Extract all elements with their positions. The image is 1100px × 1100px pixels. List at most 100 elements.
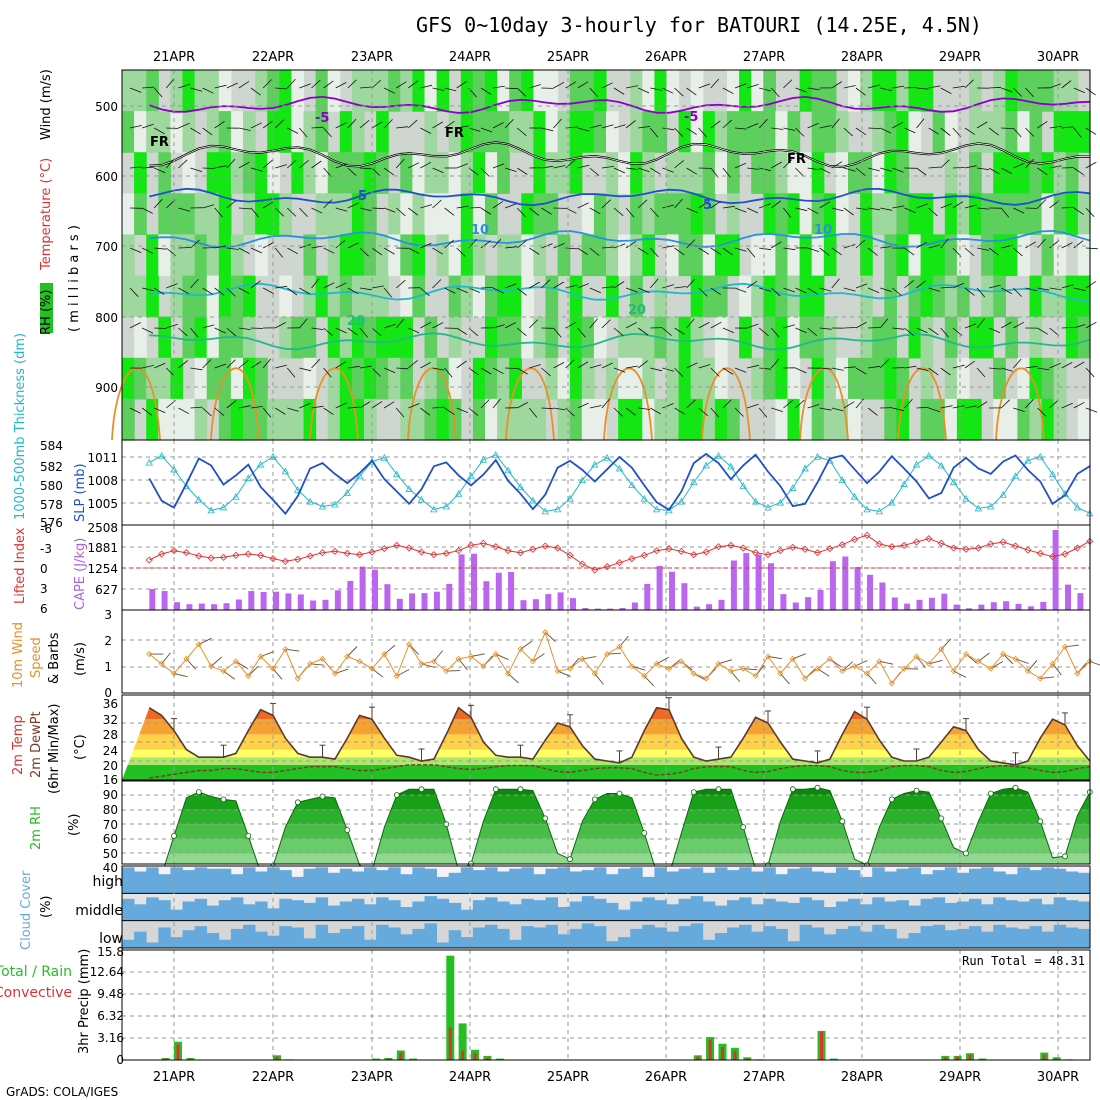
rh-cell bbox=[509, 316, 522, 359]
wind-barb bbox=[831, 278, 840, 289]
rh-cell bbox=[727, 152, 740, 194]
wind-barb bbox=[637, 247, 649, 255]
wind-barb bbox=[698, 322, 710, 329]
rh-cell bbox=[714, 357, 728, 400]
y-tick: 9.48 bbox=[97, 987, 124, 1001]
wind-speed-marker bbox=[146, 651, 153, 658]
wind-barb bbox=[165, 78, 175, 89]
wind-barb bbox=[129, 166, 143, 169]
rh-cell bbox=[714, 152, 728, 194]
wind-barb bbox=[420, 127, 432, 134]
li-marker bbox=[516, 549, 525, 557]
cloud-cell bbox=[1077, 901, 1091, 921]
thickness-marker bbox=[776, 498, 785, 506]
cloud-cell bbox=[533, 874, 546, 894]
precip-convective-bar bbox=[820, 1031, 823, 1060]
wind-barb bbox=[650, 367, 663, 372]
wind-barb bbox=[480, 367, 492, 375]
wind-speed-line bbox=[148, 630, 1091, 685]
wind-speed-marker bbox=[740, 665, 747, 672]
cloud-cell bbox=[497, 928, 510, 948]
temp-band bbox=[122, 764, 1090, 780]
date-label: 27APR bbox=[743, 1070, 785, 1085]
wind-barb bbox=[613, 281, 625, 289]
wind-barb bbox=[516, 287, 527, 296]
wind-barb bbox=[1085, 127, 1097, 135]
precip-convective-bar bbox=[721, 1047, 724, 1060]
wind-barb bbox=[698, 127, 707, 138]
rh-cell bbox=[448, 152, 462, 194]
rh-cell bbox=[436, 152, 450, 194]
y-tick: 700 bbox=[95, 240, 118, 254]
wind-barb bbox=[952, 167, 965, 169]
thickness-marker bbox=[442, 502, 450, 510]
rh-cell bbox=[339, 316, 353, 359]
wind-barb bbox=[747, 364, 759, 369]
rh-cell bbox=[122, 70, 135, 112]
wind-barb bbox=[432, 199, 442, 209]
wind-barb bbox=[601, 199, 611, 209]
wind-barb bbox=[408, 403, 420, 409]
wind-barb bbox=[758, 118, 768, 129]
wind-barb bbox=[505, 367, 518, 369]
cloud-cell bbox=[920, 898, 934, 921]
rh-cell bbox=[618, 316, 631, 359]
rh-cell bbox=[896, 111, 910, 153]
cape-bar bbox=[854, 567, 861, 610]
li-marker bbox=[1061, 550, 1069, 558]
wind-barb bbox=[190, 278, 199, 289]
wind-barb bbox=[625, 207, 635, 218]
wind-barb bbox=[916, 203, 928, 209]
wind-barb bbox=[516, 240, 527, 249]
rh-cell bbox=[666, 70, 680, 112]
date-label: 22APR bbox=[252, 50, 294, 65]
wind-barb bbox=[904, 365, 917, 369]
wind-barb bbox=[262, 120, 274, 129]
rh-cell bbox=[860, 234, 873, 277]
wind-barb bbox=[904, 327, 914, 336]
thickness-tick: 578 bbox=[40, 498, 63, 512]
wind-barb bbox=[710, 367, 720, 377]
wind-barb bbox=[904, 127, 916, 134]
cloud-cell bbox=[1017, 901, 1030, 921]
wind-barb bbox=[262, 358, 272, 369]
rh-cell bbox=[303, 152, 317, 194]
cloud-cover-label: Cloud Cover bbox=[19, 870, 34, 950]
cloud-cell bbox=[606, 874, 619, 894]
wind-barb bbox=[154, 127, 165, 135]
wind-barb bbox=[589, 247, 600, 256]
thickness-marker bbox=[492, 450, 500, 458]
wind-barb bbox=[916, 327, 928, 334]
wind-barb bbox=[311, 405, 324, 409]
wind-barb bbox=[383, 287, 393, 298]
wind-barb bbox=[153, 287, 165, 295]
rh-cell bbox=[364, 234, 377, 277]
wind-speed-marker bbox=[876, 658, 883, 665]
wind-barb bbox=[831, 207, 844, 212]
rh-cell bbox=[303, 234, 317, 277]
wind-barb bbox=[759, 367, 772, 370]
rh-cell bbox=[134, 357, 147, 400]
li-marker bbox=[851, 535, 859, 543]
rh-cell bbox=[412, 234, 426, 277]
rh-cell bbox=[593, 316, 607, 359]
wind-barb bbox=[674, 198, 683, 209]
wind-barb bbox=[819, 125, 832, 129]
wind-speed-marker bbox=[344, 653, 351, 660]
wind-barb bbox=[383, 323, 396, 329]
cloud-cell bbox=[981, 904, 994, 921]
wind-barb bbox=[916, 406, 929, 409]
wind-barb bbox=[275, 164, 287, 169]
wind-barb bbox=[359, 119, 370, 129]
rh-cell bbox=[521, 111, 534, 153]
wind-barb bbox=[129, 322, 141, 329]
thickness-marker bbox=[999, 490, 1007, 498]
wind-barb bbox=[662, 127, 675, 131]
rh-marker bbox=[963, 850, 969, 857]
wind-barb bbox=[311, 245, 324, 249]
wind-barb bbox=[819, 167, 831, 174]
wind-barb bbox=[1073, 207, 1085, 215]
rh-cell bbox=[993, 234, 1006, 277]
rh-cell bbox=[727, 398, 740, 441]
cloud-cell bbox=[243, 924, 256, 948]
